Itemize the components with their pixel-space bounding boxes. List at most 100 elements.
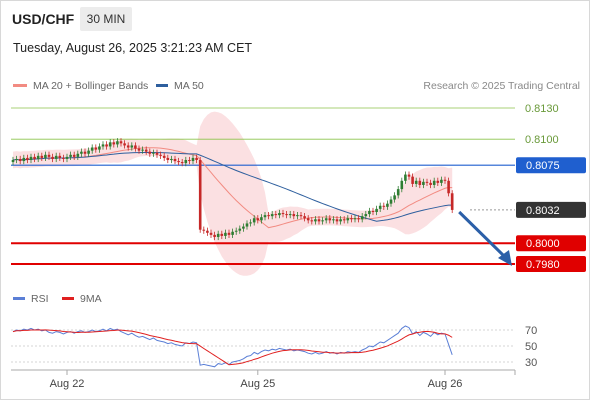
candle-body (162, 155, 166, 158)
candle-body (198, 160, 202, 230)
level-label: 0.7980 (526, 259, 560, 271)
candle-body (386, 203, 389, 207)
candle-body (252, 218, 256, 223)
candle-body (324, 218, 328, 221)
candle-body (339, 219, 342, 222)
ma50-swatch (156, 83, 168, 87)
candle-body (62, 157, 65, 159)
candle-body (94, 147, 98, 150)
candle-body (18, 158, 22, 162)
legend-label-9ma: 9MA (80, 293, 102, 305)
rsi-9ma-line (12, 329, 453, 366)
candle-body (317, 219, 321, 222)
candle-body (101, 144, 105, 147)
level-label: 0.8100 (525, 134, 559, 146)
datetime-label: Tuesday, August 26, 2025 3:21:23 AM CET (13, 41, 253, 55)
level-tag-support (516, 235, 586, 252)
candle-body (231, 231, 234, 235)
x-tick-label: Aug 25 (240, 378, 275, 390)
candle-body (26, 157, 29, 160)
level-tag-support (516, 256, 586, 272)
symbol-title: USD/CHF (12, 11, 75, 27)
forecast-arrow-head (498, 250, 512, 266)
rsi-level-label: 70 (525, 325, 537, 337)
candle-body (227, 232, 231, 235)
candle-body (173, 158, 177, 162)
candle-body (238, 228, 242, 231)
candle-body (36, 155, 40, 159)
candle-body (76, 153, 80, 157)
candle-body (303, 216, 306, 219)
candle-body (242, 226, 245, 229)
candle-body (119, 141, 123, 144)
candle-body (40, 155, 44, 158)
candle-body (429, 182, 432, 185)
candle-body (184, 160, 188, 164)
candle-body (368, 210, 371, 215)
candle-body (443, 179, 447, 181)
candle-body (332, 219, 335, 221)
candle-body (51, 156, 54, 159)
candle-body (44, 154, 47, 158)
candle-body (267, 215, 270, 217)
candle-body (65, 156, 69, 159)
candle-body (54, 155, 58, 159)
candle-body (112, 142, 116, 145)
candle-body (87, 150, 90, 154)
candle-body (274, 214, 278, 216)
candle-body (422, 181, 425, 185)
candle-body (188, 160, 191, 162)
candle-body (249, 222, 252, 224)
candle-body (180, 162, 184, 164)
rsi-level-label: 30 (525, 357, 537, 369)
research-credit: Research © 2025 Trading Central (423, 80, 580, 92)
candle-body (414, 180, 418, 184)
candle-body (90, 147, 94, 151)
candle-body (270, 214, 274, 217)
candle-body (378, 205, 382, 209)
legend-label-ma20: MA 20 + Bollinger Bands (33, 80, 149, 92)
candle-body (328, 218, 332, 221)
candle-body (371, 210, 375, 212)
candle-body (450, 193, 454, 210)
candle-body (33, 156, 36, 159)
candle-body (22, 157, 26, 162)
candle-body (137, 148, 141, 151)
legend-item-9ma: 9MA (62, 293, 102, 305)
candle-body (432, 180, 436, 185)
candle-body (202, 229, 206, 231)
candle-body (260, 217, 263, 221)
candle-body (256, 218, 260, 221)
forecast-arrow-shaft (458, 210, 506, 258)
candle-body (209, 232, 213, 235)
candle-body (69, 154, 72, 157)
candle-body (130, 145, 134, 148)
candle-body (83, 151, 87, 154)
candle-body (360, 216, 364, 220)
rsi-level-label: 50 (525, 341, 537, 353)
candle-body (292, 214, 296, 217)
candle-body (98, 146, 101, 150)
candle-body (310, 220, 314, 222)
level-label: 0.8000 (526, 238, 560, 250)
candle-body (288, 214, 292, 216)
candle-body (342, 219, 346, 221)
candle-body (245, 223, 249, 227)
candle-body (123, 143, 126, 146)
level-tag-resistance (516, 157, 586, 174)
level-label: 0.8130 (525, 103, 559, 115)
candle-body (375, 208, 378, 212)
candle-body (177, 161, 180, 163)
candle-body (440, 179, 443, 183)
candle-body (134, 145, 137, 149)
timeframe-button[interactable]: 30 MIN (80, 7, 132, 31)
candle-body (436, 180, 440, 183)
candle-body (224, 232, 227, 236)
legend-label-rsi: RSI (31, 293, 49, 305)
candle-body (396, 189, 400, 196)
candle-body (382, 205, 386, 207)
candle-body (206, 230, 209, 233)
candle-body (425, 181, 429, 183)
candle-body (400, 180, 404, 190)
